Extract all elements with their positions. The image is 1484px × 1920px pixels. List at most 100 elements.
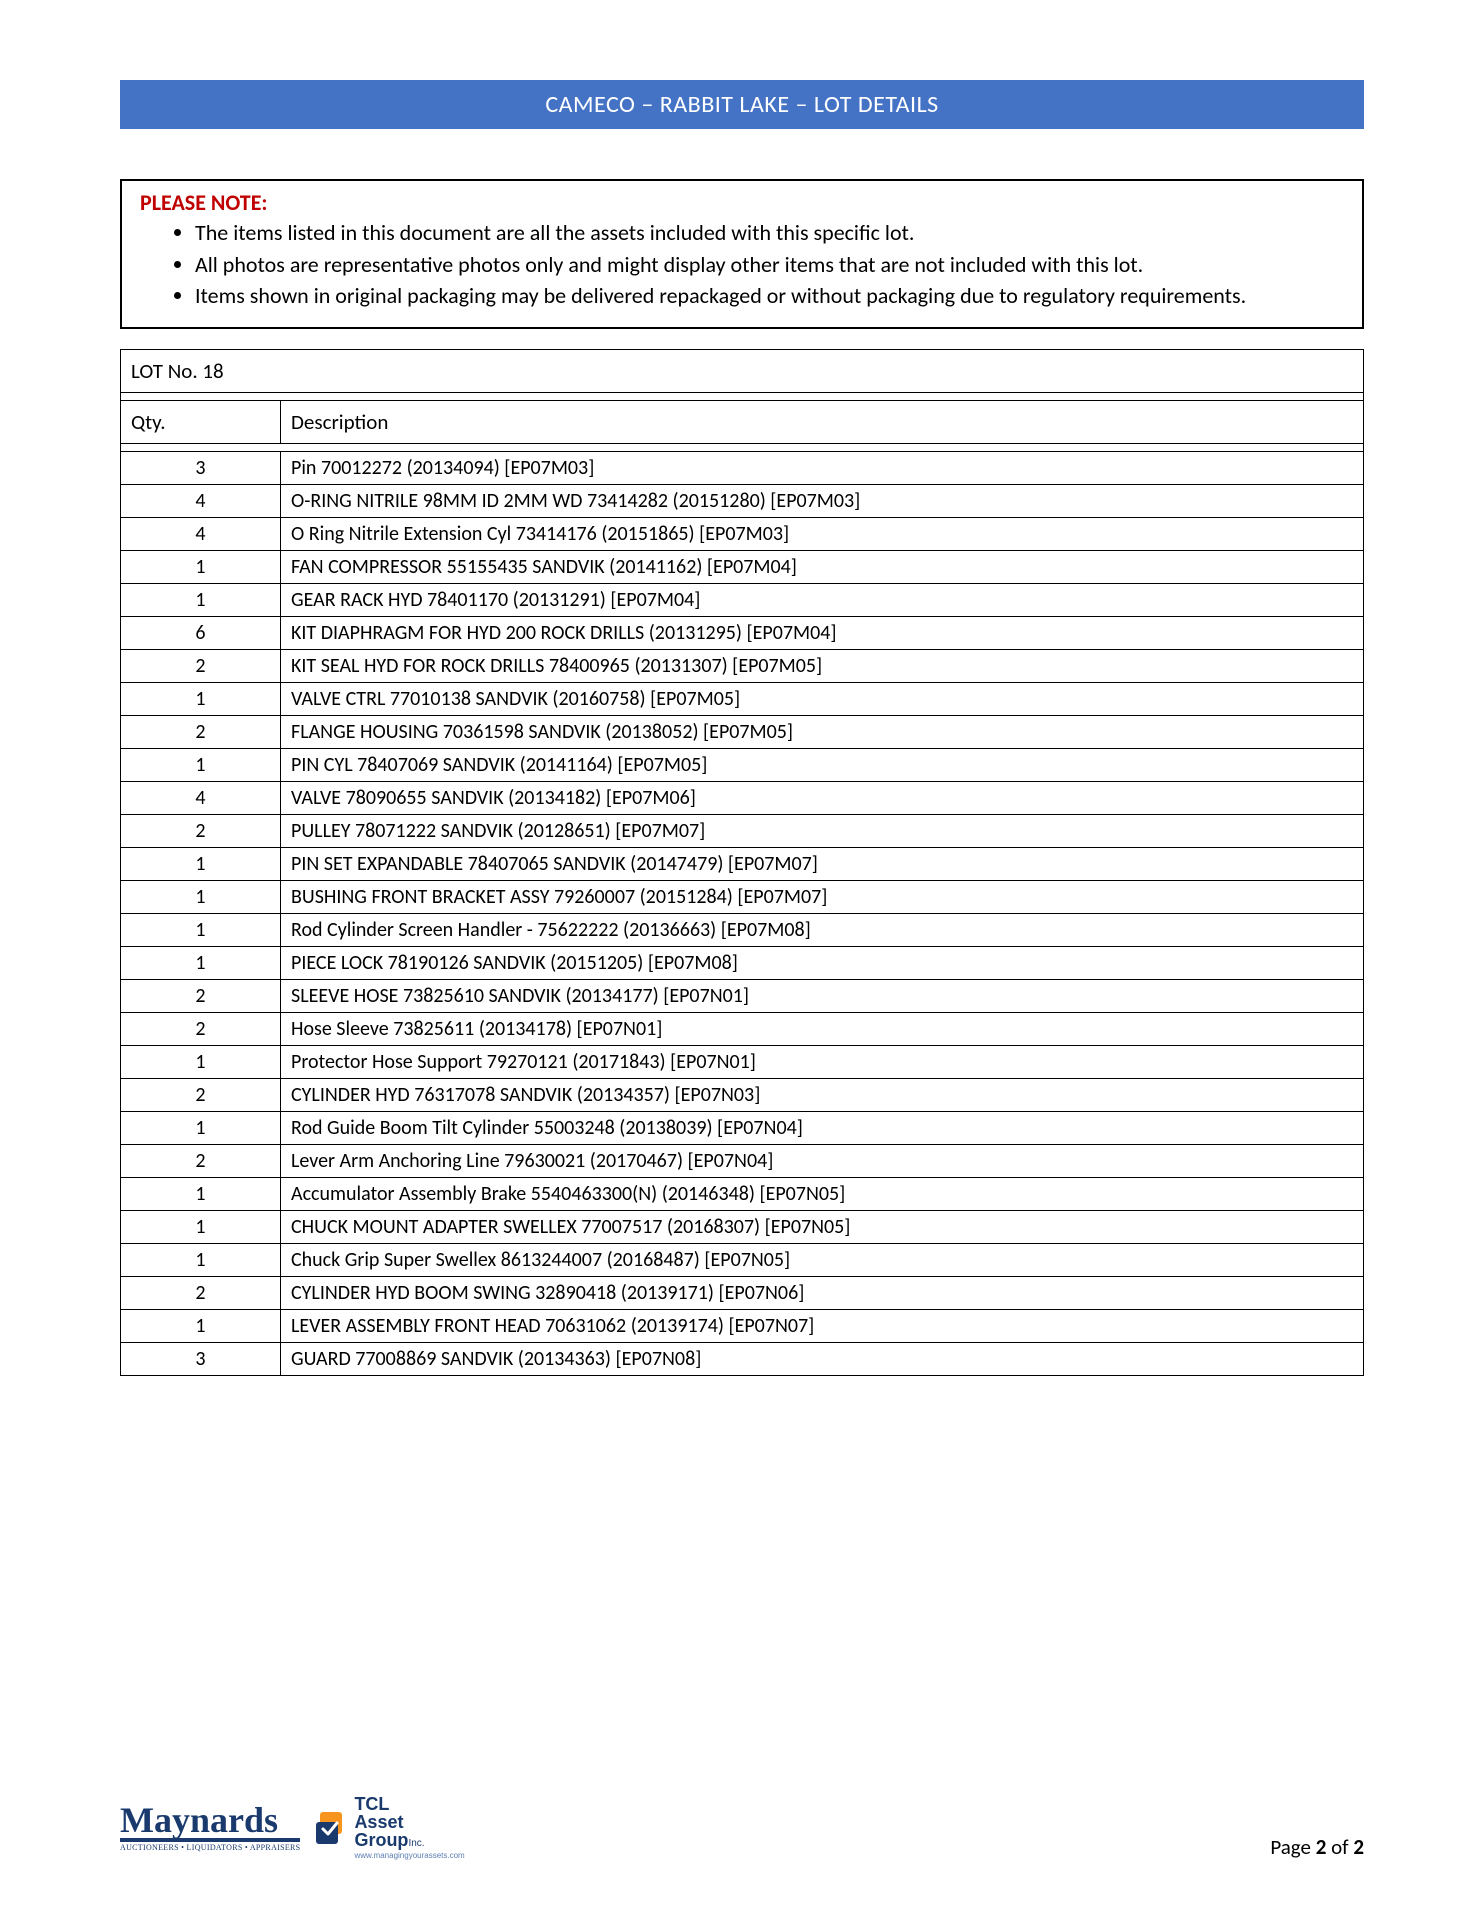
desc-cell: GEAR RACK HYD 78401170 (20131291) [EP07M… (281, 584, 1364, 617)
desc-cell: PIN SET EXPANDABLE 78407065 SANDVIK (201… (281, 848, 1364, 881)
qty-cell: 3 (121, 452, 281, 485)
qty-cell: 1 (121, 881, 281, 914)
qty-cell: 1 (121, 683, 281, 716)
document-page: CAMECO – RABBIT LAKE – LOT DETAILS PLEAS… (0, 0, 1484, 1920)
desc-cell: Lever Arm Anchoring Line 79630021 (20170… (281, 1145, 1364, 1178)
desc-cell: PULLEY 78071222 SANDVIK (20128651) [EP07… (281, 815, 1364, 848)
qty-cell: 2 (121, 1079, 281, 1112)
table-row: 3Pin 70012272 (20134094) [EP07M03] (121, 452, 1364, 485)
desc-cell: PIN CYL 78407069 SANDVIK (20141164) [EP0… (281, 749, 1364, 782)
desc-cell: KIT SEAL HYD FOR ROCK DRILLS 78400965 (2… (281, 650, 1364, 683)
desc-cell: CYLINDER HYD 76317078 SANDVIK (20134357)… (281, 1079, 1364, 1112)
lot-table: LOT No. 18 Qty. Description 3Pin 7001227… (120, 349, 1364, 1376)
desc-cell: GUARD 77008869 SANDVIK (20134363) [EP07N… (281, 1343, 1364, 1376)
column-header-row: Qty. Description (121, 401, 1364, 444)
footer-logos: Maynards AUCTIONEERS • LIQUIDATORS • APP… (120, 1795, 465, 1860)
page-total: 2 (1353, 1834, 1364, 1860)
desc-cell: LEVER ASSEMBLY FRONT HEAD 70631062 (2013… (281, 1310, 1364, 1343)
qty-cell: 1 (121, 1046, 281, 1079)
table-row: 4O Ring Nitrile Extension Cyl 73414176 (… (121, 518, 1364, 551)
desc-cell: Rod Cylinder Screen Handler - 75622222 (… (281, 914, 1364, 947)
qty-cell: 2 (121, 980, 281, 1013)
table-row: 3GUARD 77008869 SANDVIK (20134363) [EP07… (121, 1343, 1364, 1376)
table-row: 2KIT SEAL HYD FOR ROCK DRILLS 78400965 (… (121, 650, 1364, 683)
table-row: 2PULLEY 78071222 SANDVIK (20128651) [EP0… (121, 815, 1364, 848)
table-row: 1Rod Guide Boom Tilt Cylinder 55003248 (… (121, 1112, 1364, 1145)
table-row: 1Accumulator Assembly Brake 5540463300(N… (121, 1178, 1364, 1211)
qty-cell: 3 (121, 1343, 281, 1376)
desc-cell: Pin 70012272 (20134094) [EP07M03] (281, 452, 1364, 485)
tcl-line3: Group (354, 1830, 408, 1850)
desc-cell: Rod Guide Boom Tilt Cylinder 55003248 (2… (281, 1112, 1364, 1145)
page-label: Page (1270, 1834, 1315, 1860)
qty-cell: 4 (121, 518, 281, 551)
please-note-box: PLEASE NOTE: The items listed in this do… (120, 179, 1364, 329)
qty-cell: 1 (121, 1178, 281, 1211)
desc-cell: SLEEVE HOSE 73825610 SANDVIK (20134177) … (281, 980, 1364, 1013)
qty-cell: 6 (121, 617, 281, 650)
table-row: 2FLANGE HOUSING 70361598 SANDVIK (201380… (121, 716, 1364, 749)
maynards-name: Maynards (120, 1800, 278, 1840)
desc-cell: VALVE CTRL 77010138 SANDVIK (20160758) [… (281, 683, 1364, 716)
maynards-logo: Maynards AUCTIONEERS • LIQUIDATORS • APP… (120, 1804, 300, 1852)
qty-cell: 2 (121, 1013, 281, 1046)
page-footer: Maynards AUCTIONEERS • LIQUIDATORS • APP… (120, 1795, 1364, 1860)
desc-cell: Chuck Grip Super Swellex 8613244007 (201… (281, 1244, 1364, 1277)
table-row: 4O-RING NITRILE 98MM ID 2MM WD 73414282 … (121, 485, 1364, 518)
desc-header: Description (281, 401, 1364, 444)
lot-number-cell: LOT No. 18 (121, 350, 1364, 393)
qty-cell: 4 (121, 782, 281, 815)
page-number: Page 2 of 2 (1270, 1834, 1364, 1860)
desc-cell: FAN COMPRESSOR 55155435 SANDVIK (2014116… (281, 551, 1364, 584)
desc-cell: KIT DIAPHRAGM FOR HYD 200 ROCK DRILLS (2… (281, 617, 1364, 650)
desc-cell: Hose Sleeve 73825611 (20134178) [EP07N01… (281, 1013, 1364, 1046)
note-item: Items shown in original packaging may be… (195, 281, 1344, 311)
desc-cell: FLANGE HOUSING 70361598 SANDVIK (2013805… (281, 716, 1364, 749)
tcl-text: TCL Asset GroupInc. www.managingyourasse… (354, 1795, 464, 1860)
table-row: 1LEVER ASSEMBLY FRONT HEAD 70631062 (201… (121, 1310, 1364, 1343)
desc-cell: O Ring Nitrile Extension Cyl 73414176 (2… (281, 518, 1364, 551)
note-list: The items listed in this document are al… (140, 218, 1344, 311)
table-row: 4VALVE 78090655 SANDVIK (20134182) [EP07… (121, 782, 1364, 815)
table-row: 1GEAR RACK HYD 78401170 (20131291) [EP07… (121, 584, 1364, 617)
qty-cell: 4 (121, 485, 281, 518)
note-item: The items listed in this document are al… (195, 218, 1344, 248)
qty-cell: 1 (121, 848, 281, 881)
lot-number-row: LOT No. 18 (121, 350, 1364, 393)
desc-cell: VALVE 78090655 SANDVIK (20134182) [EP07M… (281, 782, 1364, 815)
table-row: 1PIN SET EXPANDABLE 78407065 SANDVIK (20… (121, 848, 1364, 881)
desc-cell: CHUCK MOUNT ADAPTER SWELLEX 77007517 (20… (281, 1211, 1364, 1244)
tcl-logo: TCL Asset GroupInc. www.managingyourasse… (314, 1795, 464, 1860)
tcl-sub: www.managingyourassets.com (354, 1852, 464, 1860)
desc-cell: BUSHING FRONT BRACKET ASSY 79260007 (201… (281, 881, 1364, 914)
qty-cell: 1 (121, 749, 281, 782)
table-row: 1VALVE CTRL 77010138 SANDVIK (20160758) … (121, 683, 1364, 716)
table-row: 1Protector Hose Support 79270121 (201718… (121, 1046, 1364, 1079)
desc-cell: O-RING NITRILE 98MM ID 2MM WD 73414282 (… (281, 485, 1364, 518)
qty-cell: 2 (121, 1145, 281, 1178)
desc-cell: CYLINDER HYD BOOM SWING 32890418 (201391… (281, 1277, 1364, 1310)
table-row: 1FAN COMPRESSOR 55155435 SANDVIK (201411… (121, 551, 1364, 584)
qty-cell: 2 (121, 1277, 281, 1310)
desc-cell: PIECE LOCK 78190126 SANDVIK (20151205) [… (281, 947, 1364, 980)
table-row: 1CHUCK MOUNT ADAPTER SWELLEX 77007517 (2… (121, 1211, 1364, 1244)
table-row: 1PIN CYL 78407069 SANDVIK (20141164) [EP… (121, 749, 1364, 782)
table-row: 1PIECE LOCK 78190126 SANDVIK (20151205) … (121, 947, 1364, 980)
qty-cell: 2 (121, 650, 281, 683)
note-title: PLEASE NOTE: (140, 189, 1344, 216)
tcl-icon (314, 1808, 348, 1848)
qty-cell: 1 (121, 584, 281, 617)
maynards-tagline: AUCTIONEERS • LIQUIDATORS • APPRAISERS (120, 1844, 300, 1851)
table-row: 6KIT DIAPHRAGM FOR HYD 200 ROCK DRILLS (… (121, 617, 1364, 650)
qty-cell: 1 (121, 1310, 281, 1343)
qty-cell: 1 (121, 914, 281, 947)
note-item: All photos are representative photos onl… (195, 250, 1344, 280)
spacer-row (121, 444, 1364, 452)
page-of: of (1326, 1834, 1353, 1860)
qty-cell: 1 (121, 1211, 281, 1244)
qty-cell: 1 (121, 1244, 281, 1277)
qty-cell: 2 (121, 716, 281, 749)
spacer-row (121, 393, 1364, 401)
qty-cell: 1 (121, 947, 281, 980)
tcl-line1: TCL (354, 1794, 389, 1814)
